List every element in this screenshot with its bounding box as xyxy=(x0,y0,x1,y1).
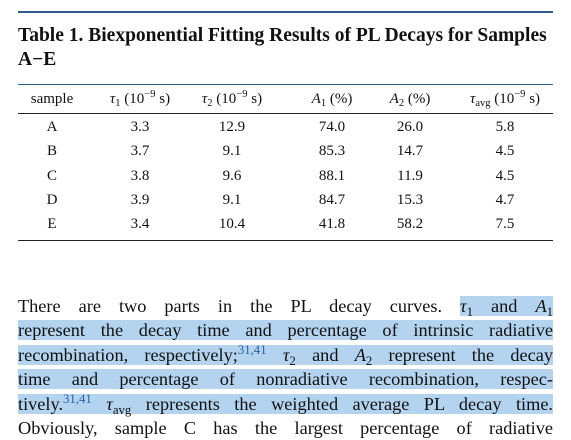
unit: s) xyxy=(159,91,171,107)
header-rule xyxy=(18,113,553,114)
text: Obviously, sample C has the largest perc… xyxy=(18,417,553,438)
symbol: τ xyxy=(201,91,208,107)
table-cell: B xyxy=(46,143,58,160)
table-cell: 3.9 xyxy=(130,191,150,208)
highlight: recombination, respectively;31,41 τ2 and… xyxy=(18,342,553,368)
unit: s) xyxy=(529,91,541,107)
line: tively.31,41 τavg represents the weighte… xyxy=(18,391,554,417)
table-cell: 12.9 xyxy=(218,119,246,135)
table-cell: 9.6 xyxy=(222,167,242,184)
subscript: 1 xyxy=(466,304,473,319)
unit: (10 xyxy=(216,91,237,107)
table-cell: E xyxy=(47,216,57,233)
column-header: A2 (%) xyxy=(389,91,431,110)
symbol: τ xyxy=(460,296,467,316)
table-cell: 3.4 xyxy=(130,216,150,233)
symbol: τ xyxy=(282,344,290,365)
exponent: −9 xyxy=(144,89,156,101)
table-cell: 3.8 xyxy=(130,167,150,184)
text: and xyxy=(312,344,339,365)
subscript: 1 xyxy=(320,98,327,110)
citation[interactable]: 31,41 xyxy=(63,391,92,406)
subscript: 2 xyxy=(207,98,213,110)
table-cell: 3.3 xyxy=(130,119,150,135)
table-cell: 9.1 xyxy=(222,191,242,208)
unit: (10 xyxy=(124,91,145,107)
text: recombination, respectively; xyxy=(18,344,238,365)
header-text: sample xyxy=(30,91,74,107)
table-cell: 3.7 xyxy=(130,143,150,160)
column-header: τavg (10−9 s) xyxy=(469,89,541,110)
symbol: A xyxy=(389,91,399,107)
table-cell: 74.0 xyxy=(318,119,346,135)
bottom-rule xyxy=(18,240,553,241)
unit: (%) xyxy=(329,91,353,107)
text: represent the decay time and percentage … xyxy=(18,320,553,341)
table-cell: 15.3 xyxy=(396,191,424,208)
subscript: 1 xyxy=(115,98,121,110)
table-cell: 85.3 xyxy=(318,143,346,160)
unit: (10 xyxy=(494,91,515,107)
table-cell: 88.1 xyxy=(318,167,346,184)
symbol: τ xyxy=(469,91,476,107)
table-cell: D xyxy=(46,191,58,208)
line: represent the decay time and percentage … xyxy=(18,318,553,342)
table-cell: 58.2 xyxy=(396,216,424,233)
table-cell: C xyxy=(46,167,58,184)
highlight: τ1 and A1 xyxy=(460,296,554,319)
table-cell: 4.5 xyxy=(495,143,515,160)
text: time and percentage of nonradiative reco… xyxy=(18,369,553,390)
table-title: Table 1. Biexponential Fitting Results o… xyxy=(18,25,547,70)
text: tively. xyxy=(18,393,64,414)
subscript: 2 xyxy=(289,353,296,368)
subscript: 2 xyxy=(398,98,405,110)
table-cell: 4.5 xyxy=(495,167,515,184)
subscript: avg xyxy=(112,402,132,417)
line: recombination, respectively;31,41 τ2 and… xyxy=(18,343,553,367)
unit: s) xyxy=(251,91,263,107)
line: time and percentage of nonradiative reco… xyxy=(18,367,553,391)
table-cell: 41.8 xyxy=(318,216,346,233)
table-cell: 4.7 xyxy=(495,191,515,208)
line: Obviously, sample C has the largest perc… xyxy=(18,416,553,440)
table-cell: 7.5 xyxy=(495,216,515,233)
symbol: A xyxy=(354,344,366,365)
symbol: τ xyxy=(106,393,113,414)
citation[interactable]: 31,41 xyxy=(237,342,267,357)
table-cell: 10.4 xyxy=(218,216,246,233)
table-cell: 9.1 xyxy=(222,143,242,160)
subscript: 2 xyxy=(365,353,373,368)
column-header: τ1 (10−9 s) xyxy=(109,89,171,110)
text: represents the weighted average PL decay… xyxy=(145,393,554,414)
line: There are two parts in the PL decay curv… xyxy=(18,294,554,319)
table-cell: 11.9 xyxy=(397,167,423,184)
table-cell: 26.0 xyxy=(396,119,424,135)
column-header: τ2 (10−9 s) xyxy=(201,89,263,110)
paragraph: There are two parts in the PL decay curv… xyxy=(18,294,554,440)
subscript: 1 xyxy=(546,304,554,319)
text: and xyxy=(491,296,518,316)
top-rule xyxy=(18,11,553,13)
table-cell: 5.8 xyxy=(495,119,515,135)
column-header: A1 (%) xyxy=(311,91,353,110)
unit: (%) xyxy=(407,91,431,107)
exponent: −9 xyxy=(514,89,526,101)
symbol: A xyxy=(311,91,321,107)
subscript: avg xyxy=(475,98,491,110)
text: There are two parts in the PL decay curv… xyxy=(18,296,443,316)
highlight: tively.31,41 τavg represents the weighte… xyxy=(18,391,554,417)
symbol: A xyxy=(535,296,547,316)
table-cell: 84.7 xyxy=(318,191,346,208)
text: represent the decay xyxy=(388,344,553,365)
table-cell: A xyxy=(46,119,58,135)
table-cell: 14.7 xyxy=(396,143,424,160)
title-rule xyxy=(18,84,553,85)
symbol: τ xyxy=(109,91,116,107)
column-header: sample xyxy=(31,91,74,108)
exponent: −9 xyxy=(236,89,248,101)
